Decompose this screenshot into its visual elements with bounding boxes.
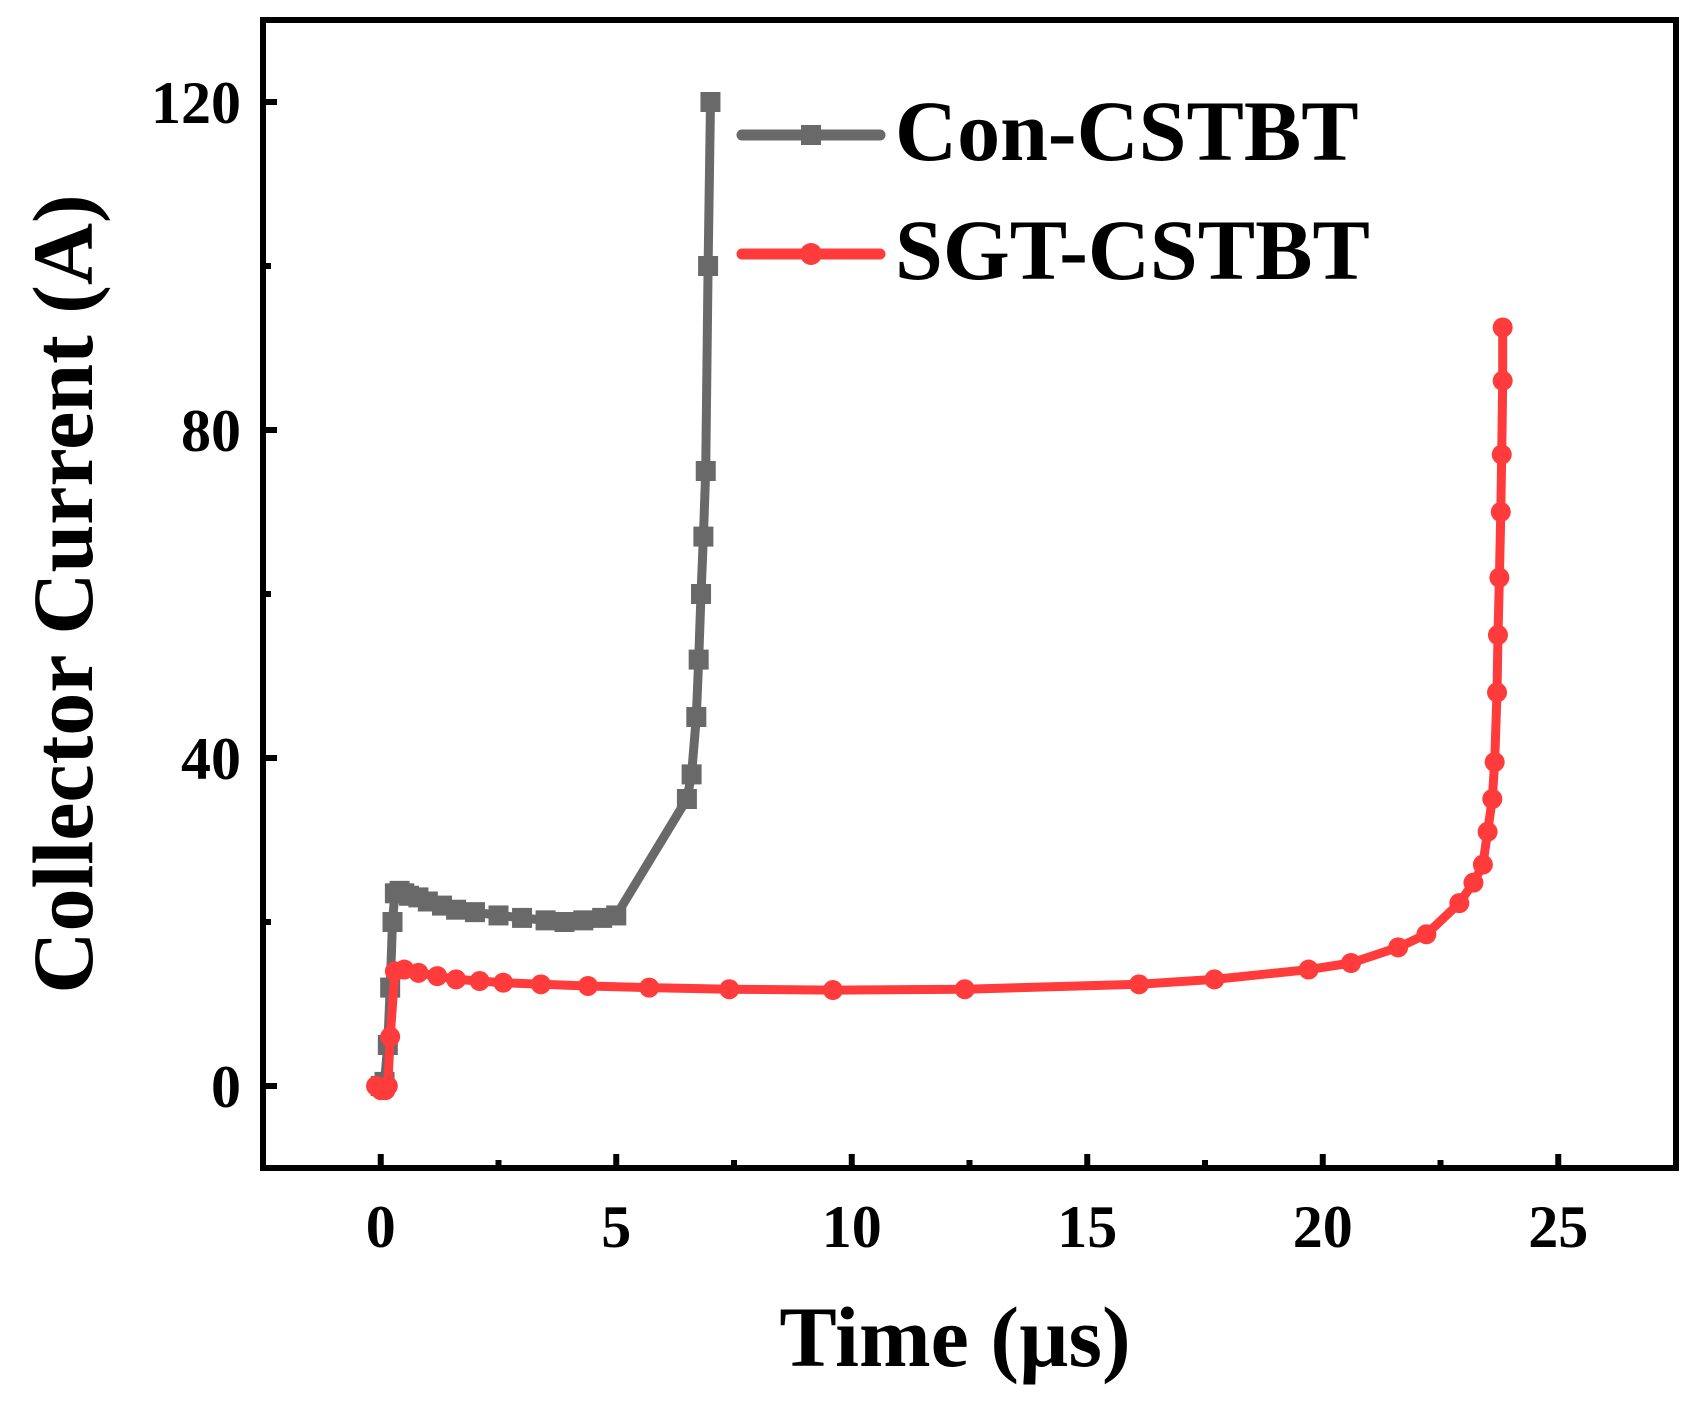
legend-entry-sgt-cstbt: SGT-CSTBT bbox=[736, 202, 1370, 298]
data-point bbox=[606, 905, 627, 926]
legend-entry-con-cstbt: Con-CSTBT bbox=[736, 83, 1359, 179]
series-con-cstbt bbox=[370, 92, 721, 1096]
data-point bbox=[1487, 625, 1508, 645]
data-point bbox=[681, 764, 702, 785]
data-point bbox=[1477, 821, 1498, 842]
x-tick-label: 15 bbox=[1057, 1194, 1117, 1260]
data-point bbox=[1204, 969, 1225, 990]
x-tick-label: 20 bbox=[1293, 1194, 1353, 1260]
data-point bbox=[954, 979, 975, 1000]
data-point bbox=[1341, 953, 1362, 973]
data-point bbox=[408, 962, 429, 983]
data-point bbox=[573, 910, 594, 931]
data-point bbox=[822, 980, 843, 1001]
data-point bbox=[688, 649, 709, 670]
x-tick-label: 0 bbox=[366, 1194, 396, 1260]
data-point bbox=[691, 584, 712, 604]
legend-label-sgt-cstbt: SGT-CSTBT bbox=[895, 202, 1370, 298]
legend-marker-con-cstbt bbox=[801, 125, 821, 145]
y-tick-label: 40 bbox=[181, 726, 241, 792]
x-tick-label: 10 bbox=[822, 1194, 882, 1260]
data-point bbox=[1490, 502, 1511, 522]
data-point bbox=[577, 975, 598, 996]
data-point bbox=[446, 899, 467, 920]
data-point bbox=[446, 969, 467, 990]
data-point bbox=[1489, 567, 1510, 588]
data-point bbox=[380, 1026, 401, 1047]
data-point bbox=[1491, 444, 1512, 465]
data-point bbox=[639, 977, 660, 998]
y-tick-label: 0 bbox=[211, 1054, 241, 1120]
data-point bbox=[382, 912, 403, 932]
y-axis-title: Collector Current (A) bbox=[15, 194, 111, 993]
y-tick-label: 80 bbox=[181, 398, 241, 464]
data-point bbox=[464, 902, 485, 923]
data-point bbox=[1463, 872, 1484, 893]
data-point bbox=[493, 972, 514, 993]
data-point bbox=[427, 966, 448, 987]
series-layer bbox=[366, 92, 1513, 1101]
data-point bbox=[719, 979, 740, 1000]
data-point bbox=[695, 461, 716, 481]
tick-labels: 0 5 10 15 20 25 0 40 80 120 bbox=[151, 70, 1588, 1260]
data-point bbox=[1492, 370, 1513, 391]
series-sgt-cstbt bbox=[366, 317, 1513, 1101]
data-point bbox=[512, 907, 533, 928]
data-point bbox=[1484, 752, 1505, 773]
legend: Con-CSTBT SGT-CSTBT bbox=[736, 83, 1370, 298]
data-point bbox=[469, 971, 490, 992]
data-point bbox=[1129, 974, 1150, 995]
data-point bbox=[1449, 893, 1470, 914]
data-point bbox=[1487, 682, 1508, 703]
tick-marks bbox=[263, 99, 1562, 1168]
data-point bbox=[1492, 317, 1513, 338]
data-point bbox=[676, 789, 697, 809]
y-tick-label: 120 bbox=[151, 70, 241, 136]
x-tick-label: 25 bbox=[1528, 1194, 1588, 1260]
data-point bbox=[698, 256, 719, 276]
data-point bbox=[488, 905, 509, 926]
data-point bbox=[1472, 854, 1493, 875]
data-point bbox=[1298, 959, 1319, 980]
data-point bbox=[700, 92, 721, 112]
legend-marker-sgt-cstbt bbox=[800, 243, 822, 265]
data-point bbox=[554, 912, 575, 932]
data-point bbox=[1388, 937, 1409, 958]
data-point bbox=[377, 1076, 398, 1096]
x-axis-title: Time (µs) bbox=[779, 1289, 1130, 1385]
data-point bbox=[1482, 789, 1503, 809]
data-point bbox=[530, 974, 551, 995]
x-tick-label: 5 bbox=[601, 1194, 631, 1260]
legend-label-con-cstbt: Con-CSTBT bbox=[895, 83, 1359, 179]
data-point bbox=[693, 526, 714, 547]
data-point bbox=[686, 707, 707, 727]
data-point bbox=[535, 910, 556, 931]
data-point bbox=[1416, 924, 1437, 945]
